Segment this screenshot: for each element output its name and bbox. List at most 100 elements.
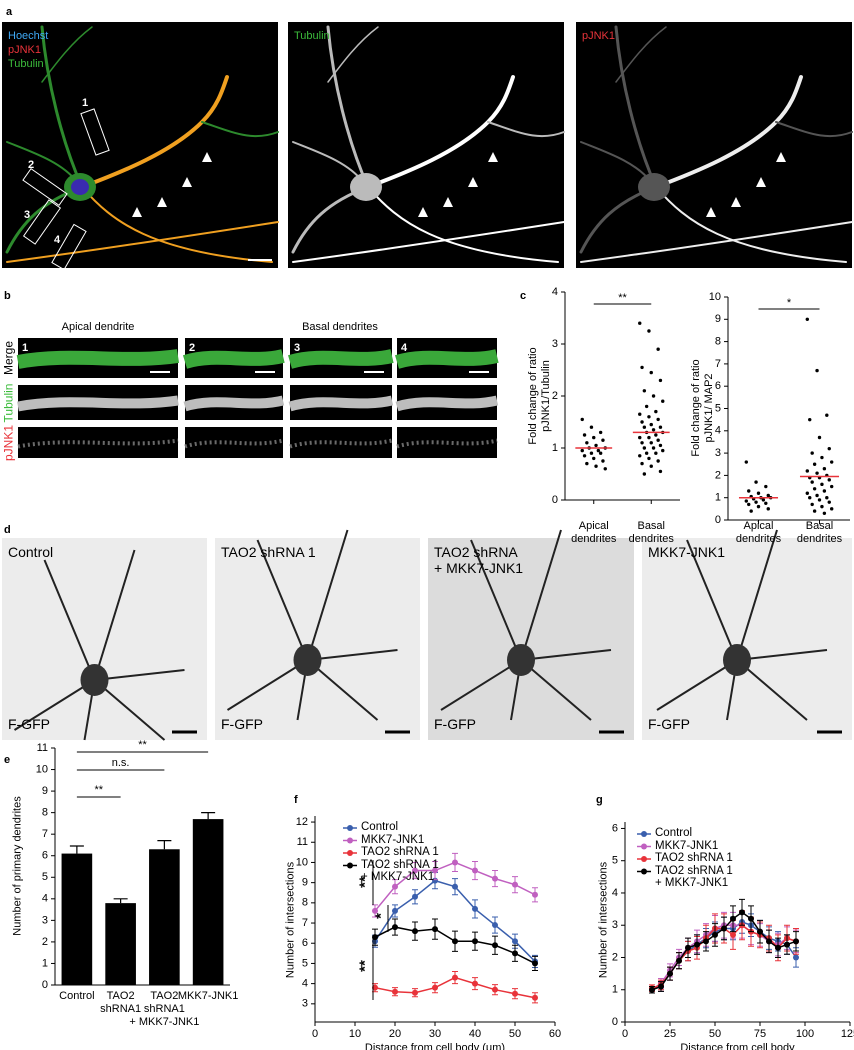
y-tick-label: 1 — [552, 442, 558, 454]
significance-label: ** — [94, 784, 103, 796]
soma — [293, 644, 322, 676]
data-point — [812, 487, 817, 491]
data-point — [805, 469, 809, 473]
data-point — [712, 931, 718, 938]
x-tick-label: 75 — [754, 1028, 766, 1040]
data-point — [730, 931, 736, 938]
data-point — [830, 484, 834, 489]
data-point — [592, 456, 596, 461]
data-point — [658, 378, 663, 383]
channel-label: pJNK1 — [8, 44, 41, 56]
error-bar — [113, 898, 128, 904]
data-point — [649, 422, 653, 427]
x-tick-label: MKK7-JNK1 — [177, 990, 239, 1002]
micrograph — [642, 538, 852, 740]
legend-label: Control — [655, 827, 693, 839]
y-tick-label: 7 — [302, 917, 308, 929]
significance-label: ** — [356, 876, 374, 888]
y-tick-label: 2 — [552, 390, 558, 402]
tile-number: 4 — [401, 342, 408, 354]
condition-label: TAO2 shRNA + MKK7-JNK1 — [434, 544, 524, 576]
y-tick-label: 4 — [715, 425, 721, 437]
data-point — [825, 413, 829, 417]
roi-box — [22, 167, 68, 207]
y-axis-label: Number of intersections — [597, 861, 610, 979]
data-point — [585, 441, 589, 445]
data-point — [766, 938, 772, 945]
y-tick-label: 4 — [42, 893, 48, 905]
neuron-drawing — [291, 25, 565, 263]
data-point — [764, 484, 768, 489]
x-tick-label: 40 — [469, 1028, 481, 1040]
y-tick-label: 10 — [36, 763, 48, 775]
data-point — [805, 317, 809, 321]
data-point — [747, 489, 751, 493]
y-tick-label: 2 — [42, 936, 48, 948]
error-bar — [157, 840, 172, 850]
y-tick-label: 6 — [42, 850, 48, 862]
data-point — [392, 988, 398, 995]
tile-number: 1 — [22, 342, 28, 354]
data-point — [647, 456, 651, 461]
data-point — [649, 464, 653, 468]
data-point — [647, 415, 651, 419]
y-tick-label: 6 — [715, 380, 721, 392]
dendrite-strip — [184, 438, 284, 449]
y-tick-label: 0 — [715, 514, 721, 526]
y-tick-label: 8 — [302, 897, 308, 909]
x-tick-label: Apical dendrites — [571, 520, 617, 545]
y-tick-label: 0 — [612, 1016, 618, 1028]
data-point — [654, 433, 658, 437]
y-tick-label: 11 — [37, 742, 48, 754]
legend-label: TAO2 shRNA 1 + MKK7-JNK1 — [361, 858, 439, 883]
data-point — [638, 435, 642, 440]
data-point — [582, 433, 587, 437]
x-axis-label: Distance from cell body (μm) — [364, 1042, 506, 1050]
x-tick-label: TAO2 shRNA1 + MKK7-JNK1 — [129, 990, 200, 1028]
data-point — [601, 459, 605, 463]
micrograph — [215, 538, 420, 740]
data-point — [815, 493, 819, 498]
data-point — [432, 867, 438, 874]
data-point — [638, 412, 642, 416]
data-point — [596, 448, 601, 453]
data-point — [754, 480, 758, 484]
row-label: pJNK1 — [1, 424, 16, 461]
data-point — [810, 480, 814, 484]
y-tick-label: 0 — [42, 979, 48, 991]
x-tick-label: 0 — [312, 1028, 318, 1040]
y-tick-label: 9 — [715, 313, 721, 325]
data-point — [472, 867, 478, 874]
stain-label: F-GFP — [8, 716, 50, 732]
bar — [61, 853, 93, 985]
x-tick-label: 50 — [509, 1028, 521, 1040]
roi-number: 1 — [82, 97, 88, 109]
nucleus — [71, 179, 89, 195]
significance-label: * — [787, 297, 792, 309]
condition-label: Control — [8, 544, 54, 560]
data-point — [661, 448, 665, 453]
significance-label: ** — [618, 292, 627, 304]
column-title: Apical dendrite — [62, 321, 135, 333]
x-tick-label: 0 — [622, 1028, 628, 1040]
data-point — [452, 859, 458, 866]
data-point — [817, 435, 822, 440]
data-point — [756, 504, 761, 509]
x-tick-label: 60 — [549, 1028, 561, 1040]
y-tick-label: 10 — [296, 856, 308, 868]
data-point — [492, 942, 498, 949]
significance-label: * — [372, 913, 390, 919]
x-tick-label: 30 — [429, 1028, 441, 1040]
dendrite-strip — [395, 395, 499, 412]
tile-number: 2 — [189, 342, 195, 354]
data-point — [532, 994, 538, 1001]
data-point — [472, 980, 478, 987]
data-point — [658, 469, 663, 474]
micrograph — [288, 22, 564, 268]
dendrite-strip — [288, 349, 394, 369]
y-axis-label: Fold change of ratio pJNK1/ MAP2 — [690, 359, 715, 457]
legend-label: MKK7-JNK1 — [361, 833, 425, 846]
tile-number: 3 — [294, 342, 300, 354]
data-point — [642, 446, 647, 450]
